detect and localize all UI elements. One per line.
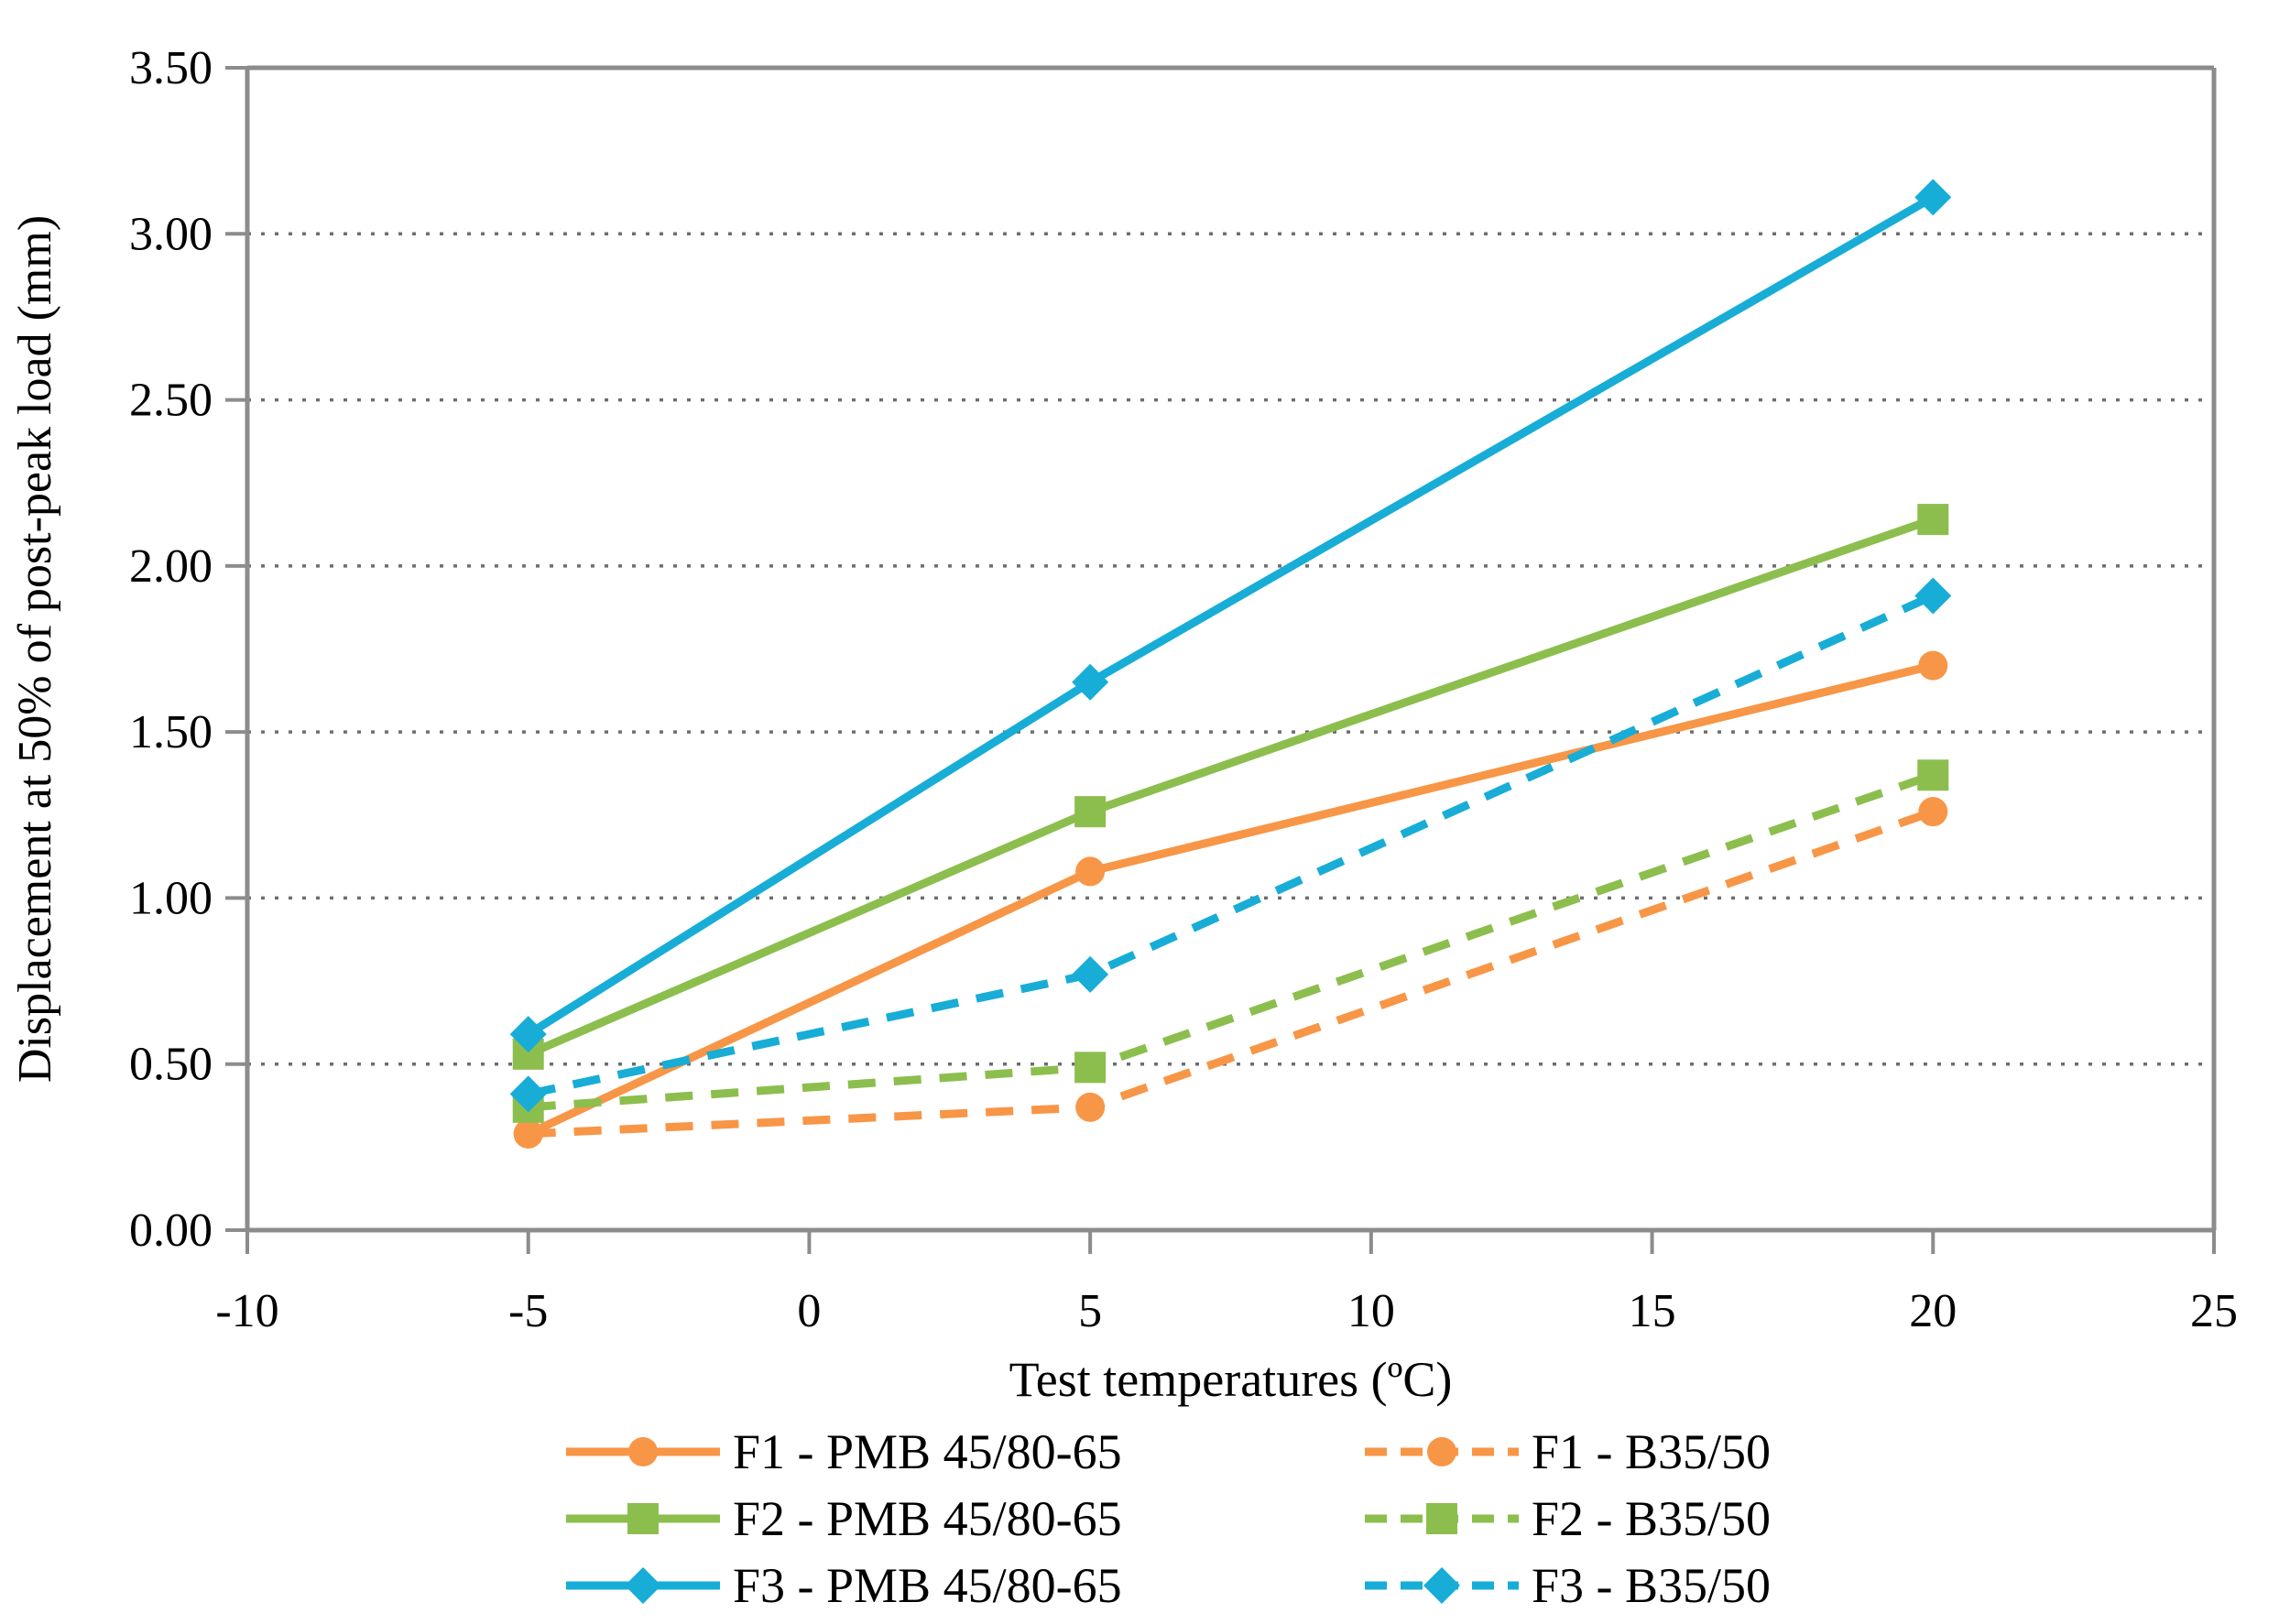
- marker-f3-b35-50-x20: [1914, 577, 1952, 615]
- legend-item-f1-b35-50: F1 - B35/50: [1365, 1424, 1771, 1479]
- legend-item-f1-pmb-45-80-65: F1 - PMB 45/80-65: [566, 1424, 1122, 1479]
- marker-f3-pmb-45-80-65-x20: [1914, 179, 1952, 216]
- marker-f1-pmb-45-80-65-legend: [628, 1437, 658, 1466]
- marker-f1-b35-50-legend: [1427, 1437, 1456, 1466]
- x-axis-title: Test temperatures (ºC): [1009, 1352, 1453, 1407]
- y-axis-title: Displacement at 50% of post-peak load (m…: [9, 215, 61, 1083]
- marker-f2-pmb-45-80-65-x5: [1074, 796, 1107, 828]
- y-tick-label-0.00: 0.00: [129, 1204, 213, 1257]
- marker-f1-b35-50-x20: [1918, 797, 1948, 827]
- x-tick-label-15: 15: [1629, 1285, 1676, 1337]
- marker-f2-pmb-45-80-65-x20: [1917, 504, 1949, 536]
- legend-item-f3-b35-50: F3 - B35/50: [1365, 1558, 1771, 1613]
- series-f1-pmb-45-80-65: [513, 650, 1948, 1149]
- x-tick-label--5: -5: [508, 1285, 548, 1337]
- x-tick-label-5: 5: [1078, 1285, 1102, 1337]
- y-tick-label-1.50: 1.50: [129, 706, 213, 758]
- series-line-f1-b35-50: [528, 807, 1935, 1139]
- marker-f3-pmb-45-80-65-legend: [625, 1567, 661, 1604]
- marker-f3-b35-50-x-5: [509, 1075, 547, 1113]
- legend-item-f2-b35-50: F2 - B35/50: [1365, 1491, 1771, 1546]
- series-f3-pmb-45-80-65: [509, 179, 1952, 1053]
- y-tick-label-3.00: 3.00: [129, 208, 213, 260]
- legend-label-f2-pmb-45-80-65: F2 - PMB 45/80-65: [733, 1491, 1122, 1546]
- series-line-f3-pmb-45-80-65: [526, 193, 1936, 1038]
- y-tick-label-1.00: 1.00: [129, 872, 213, 924]
- legend-label-f3-pmb-45-80-65: F3 - PMB 45/80-65: [733, 1558, 1122, 1613]
- marker-f1-pmb-45-80-65-x5: [1075, 856, 1106, 887]
- marker-f3-pmb-45-80-65-x-5: [509, 1016, 547, 1053]
- marker-f3-pmb-45-80-65-x5: [1072, 663, 1109, 701]
- x-tick-label-20: 20: [1909, 1285, 1957, 1337]
- legend-label-f1-pmb-45-80-65: F1 - PMB 45/80-65: [733, 1424, 1122, 1479]
- legend-item-f2-pmb-45-80-65: F2 - PMB 45/80-65: [566, 1491, 1122, 1546]
- x-tick-label-10: 10: [1347, 1285, 1395, 1337]
- marker-f3-b35-50-x5: [1072, 955, 1109, 993]
- y-tick-label-3.50: 3.50: [129, 42, 213, 94]
- series-f2-pmb-45-80-65: [512, 504, 1949, 1070]
- x-tick-label-25: 25: [2190, 1285, 2238, 1337]
- marker-f2-b35-50-legend: [1426, 1503, 1457, 1534]
- marker-f1-pmb-45-80-65-x20: [1918, 650, 1948, 681]
- marker-f2-pmb-45-80-65-legend: [627, 1503, 659, 1534]
- marker-f1-b35-50-x-5: [513, 1118, 543, 1149]
- legend-item-f3-pmb-45-80-65: F3 - PMB 45/80-65: [566, 1558, 1122, 1613]
- marker-f1-b35-50-x5: [1075, 1092, 1106, 1122]
- y-tick-label-0.50: 0.50: [129, 1039, 213, 1091]
- series-f3-b35-50: [509, 577, 1952, 1113]
- series-f1-b35-50: [513, 797, 1948, 1149]
- legend-label-f3-b35-50: F3 - B35/50: [1532, 1558, 1771, 1613]
- marker-f2-b35-50-x5: [1074, 1052, 1107, 1084]
- marker-f3-b35-50-legend: [1423, 1567, 1460, 1604]
- legend-label-f1-b35-50: F1 - B35/50: [1532, 1424, 1771, 1479]
- x-tick-label--10: -10: [215, 1285, 278, 1337]
- marker-f2-b35-50-x20: [1917, 759, 1949, 791]
- x-tick-label-0: 0: [797, 1285, 821, 1337]
- series-f2-b35-50: [512, 759, 1949, 1123]
- y-tick-label-2.50: 2.50: [129, 375, 213, 427]
- legend-label-f2-b35-50: F2 - B35/50: [1532, 1491, 1771, 1546]
- y-tick-label-2.00: 2.00: [129, 540, 213, 593]
